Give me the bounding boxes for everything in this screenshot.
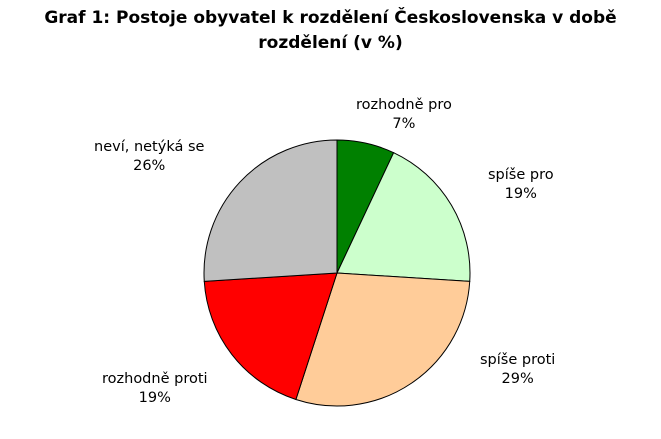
- chart-title-line-1: Graf 1: Postoje obyvatel k rozdělení Čes…: [44, 8, 617, 28]
- slice-label-value: 19%: [504, 186, 537, 202]
- chart-title-line-2: rozdělení (v %): [258, 33, 403, 53]
- slice-label-name: neví, netýká se: [94, 139, 205, 155]
- slice-label-value: 26%: [133, 158, 166, 174]
- slice-label-rozhodne-proti: rozhodně proti 19%: [102, 370, 208, 408]
- slice-label-value: 19%: [138, 390, 171, 406]
- slice-label-name: spíše pro: [488, 167, 554, 183]
- slice-label-value: 29%: [501, 371, 534, 387]
- slice-label-spise-proti: spíše proti 29%: [480, 351, 555, 389]
- pie-slices: [203, 139, 471, 407]
- pie-slice-2: [295, 272, 471, 407]
- pie-slice-4: [203, 139, 338, 282]
- pie-slice-3: [203, 272, 338, 401]
- slice-label-value: 7%: [392, 116, 416, 132]
- slice-label-name: spíše proti: [480, 352, 556, 368]
- chart-title: Graf 1: Postoje obyvatel k rozdělení Čes…: [0, 6, 661, 56]
- pie-slice-1: [336, 151, 471, 282]
- slice-label-name: rozhodně proti: [102, 371, 208, 387]
- slice-label-rozhodne-pro: rozhodně pro 7%: [356, 96, 452, 134]
- slice-label-nevi: neví, netýká se 26%: [94, 138, 204, 176]
- slice-label-name: rozhodně pro: [356, 97, 452, 113]
- slice-label-spise-pro: spíše pro 19%: [488, 166, 554, 204]
